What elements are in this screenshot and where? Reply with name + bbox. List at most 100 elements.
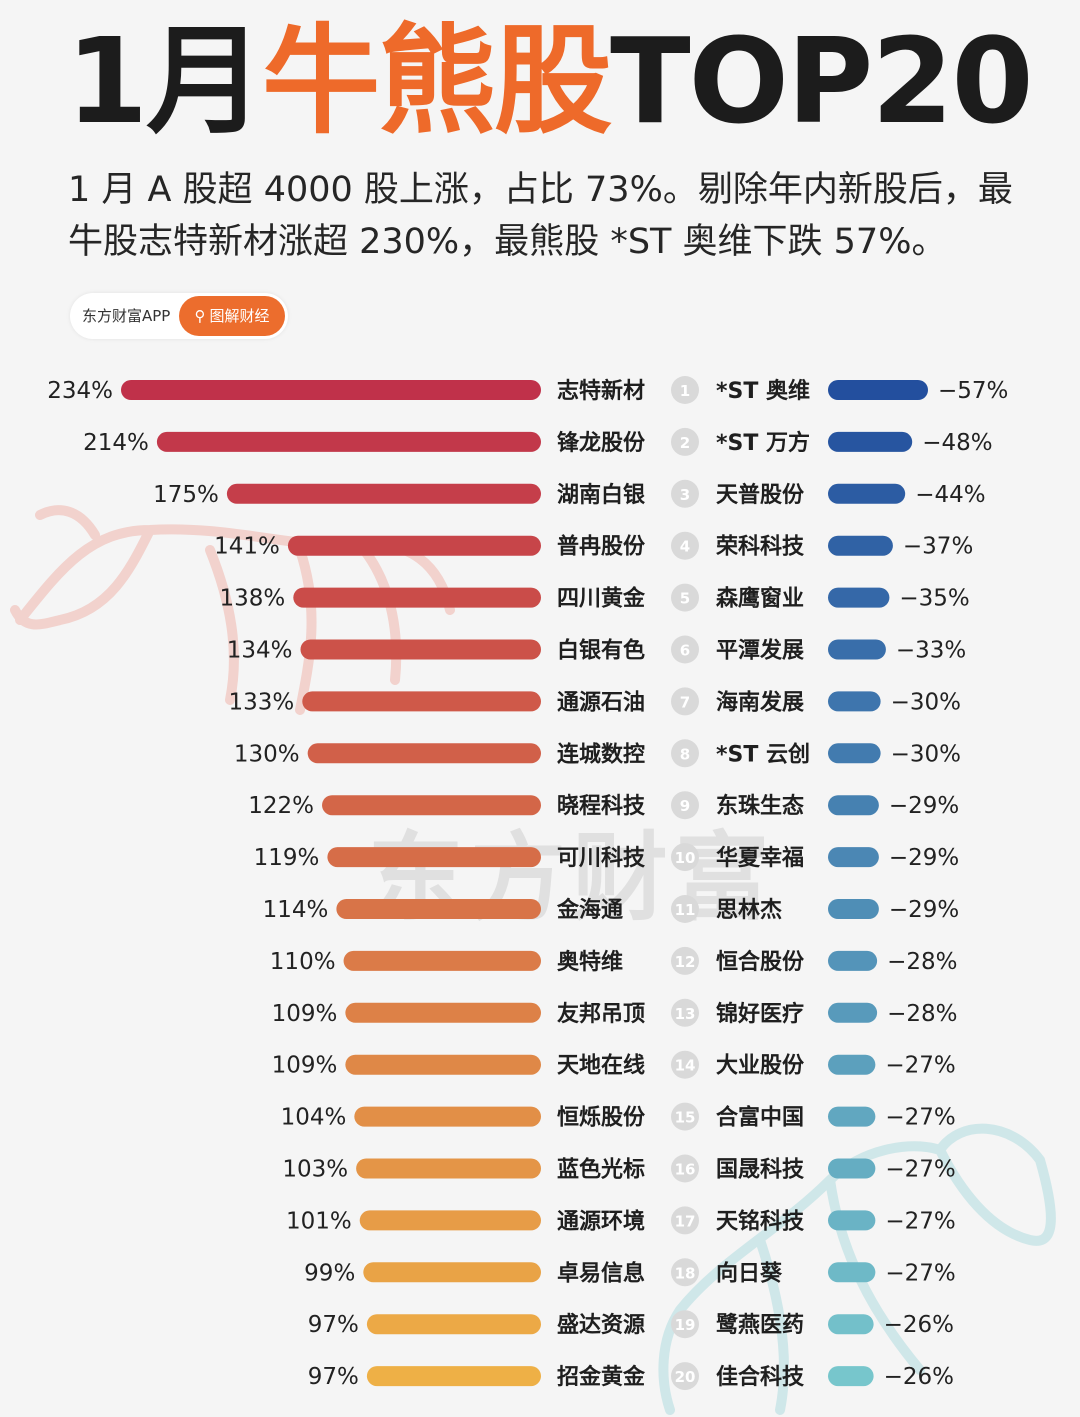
rank-number: 5 — [680, 590, 690, 608]
bear-value-label: −26% — [884, 1312, 954, 1338]
rank-number: 20 — [675, 1368, 696, 1386]
bear-stock-name: *ST 奥维 — [716, 378, 810, 404]
rank-circle — [671, 1362, 699, 1391]
bull-value-label: 234% — [47, 378, 113, 404]
rank-number: 7 — [680, 693, 690, 711]
bear-stock-name: 平潭发展 — [716, 638, 804, 664]
bear-bar — [828, 1210, 876, 1231]
rank-circle — [671, 376, 699, 404]
bull-bar — [366, 1366, 541, 1387]
bear-value-label: −27% — [885, 1053, 955, 1079]
bull-value-label: 114% — [263, 897, 329, 923]
bull-value-label: 214% — [83, 430, 149, 456]
rank-number: 17 — [675, 1212, 696, 1230]
bull-bar — [354, 1106, 541, 1127]
bear-bar — [828, 691, 881, 712]
bull-bar — [156, 431, 541, 452]
bear-value-label: −35% — [899, 586, 969, 612]
bear-bar — [828, 847, 879, 868]
bear-value-label: −27% — [885, 1208, 955, 1234]
bull-bar — [121, 380, 541, 400]
rank-circle — [671, 479, 699, 508]
infographic-finance-button[interactable]: ⚲ 图解财经 — [179, 296, 285, 336]
bear-bar — [828, 1314, 874, 1335]
bull-bar — [307, 743, 541, 764]
bull-bar — [327, 847, 541, 868]
bull-bar — [345, 1054, 541, 1075]
bull-value-label: 138% — [220, 586, 286, 612]
page-title: 1月牛熊股TOP20 — [66, 22, 1034, 140]
rank-number: 4 — [680, 538, 690, 556]
bull-bar — [345, 1002, 541, 1023]
rank-number: 3 — [680, 486, 690, 504]
subtitle: 1 月 A 股超 4000 股上涨，占比 73%。剔除年内新股后，最牛股志特新材… — [68, 170, 1013, 262]
bear-value-label: −29% — [889, 897, 959, 923]
rank-circle — [671, 1258, 699, 1287]
rank-circle — [671, 583, 699, 612]
bull-bar — [300, 639, 541, 660]
bull-bar — [336, 899, 541, 919]
bear-bar — [828, 1002, 878, 1023]
bull-stock-name: 四川黄金 — [557, 586, 646, 612]
bear-value-label: −33% — [896, 638, 966, 664]
bull-stock-name: 友邦吊顶 — [557, 1002, 645, 1027]
bear-bar — [828, 483, 906, 504]
rank-number: 2 — [680, 434, 690, 452]
bear-bar — [828, 1106, 876, 1127]
bear-stock-name: *ST 云创 — [716, 742, 810, 767]
bear-value-label: −48% — [922, 430, 992, 456]
rank-number: 14 — [675, 1057, 696, 1075]
rank-circle — [671, 1102, 699, 1131]
title-suffix: TOP20 — [610, 12, 1033, 150]
bull-bar — [302, 691, 541, 712]
bull-bar — [287, 535, 541, 556]
rank-number: 1 — [680, 382, 690, 400]
bear-value-label: −29% — [889, 845, 959, 871]
rank-circle — [671, 1154, 699, 1183]
bull-bar — [359, 1210, 541, 1231]
rank-circle — [671, 998, 699, 1027]
bear-stock-name: 森鹰窗业 — [716, 586, 804, 612]
rank-number: 18 — [675, 1264, 696, 1282]
bear-value-label: −30% — [891, 741, 961, 767]
bear-stock-name: 向日葵 — [716, 1260, 783, 1286]
bull-bar — [293, 587, 541, 608]
bull-bar — [322, 795, 541, 816]
rank-number: 13 — [675, 1005, 696, 1023]
rank-number: 15 — [675, 1109, 696, 1127]
bull-bar — [343, 950, 541, 971]
bear-bar — [828, 743, 881, 764]
bull-value-label: 110% — [270, 949, 336, 975]
bear-value-label: −28% — [887, 949, 957, 975]
bear-stock-name: 华夏幸福 — [716, 845, 804, 871]
bull-stock-name: 普冉股份 — [557, 534, 646, 560]
rank-number: 19 — [675, 1316, 696, 1334]
rank-circle — [671, 739, 699, 768]
bear-stock-name: 合富中国 — [716, 1105, 804, 1131]
rank-number: 9 — [680, 797, 690, 815]
bull-bar — [363, 1262, 541, 1283]
bull-stock-name: 锋龙股份 — [557, 430, 646, 456]
bull-value-label: 109% — [272, 1001, 338, 1027]
search-icon: ⚲ — [194, 307, 206, 325]
bull-value-label: 97% — [308, 1364, 359, 1390]
bear-stock-name: 大业股份 — [716, 1054, 805, 1079]
rank-number: 8 — [680, 745, 690, 763]
bull-stock-name: 通源石油 — [557, 690, 645, 715]
bull-value-label: 122% — [248, 793, 314, 819]
rank-circle — [671, 1206, 699, 1235]
bull-stock-name: 盛达资源 — [557, 1312, 645, 1338]
bull-value-label: 109% — [272, 1053, 338, 1079]
bear-bar — [828, 431, 913, 452]
bull-stock-name: 奥特维 — [557, 949, 623, 975]
bear-value-label: −37% — [903, 534, 973, 560]
rank-number: 11 — [675, 901, 696, 919]
rank-number: 12 — [675, 953, 696, 971]
rank-circle — [671, 791, 699, 820]
bear-value-label: −44% — [915, 482, 985, 508]
bull-value-label: 175% — [153, 482, 219, 508]
bear-stock-name: 天普股份 — [716, 482, 805, 508]
bull-stock-name: 恒烁股份 — [557, 1105, 646, 1131]
bull-value-label: 119% — [254, 845, 320, 871]
bear-value-label: −30% — [891, 689, 961, 715]
